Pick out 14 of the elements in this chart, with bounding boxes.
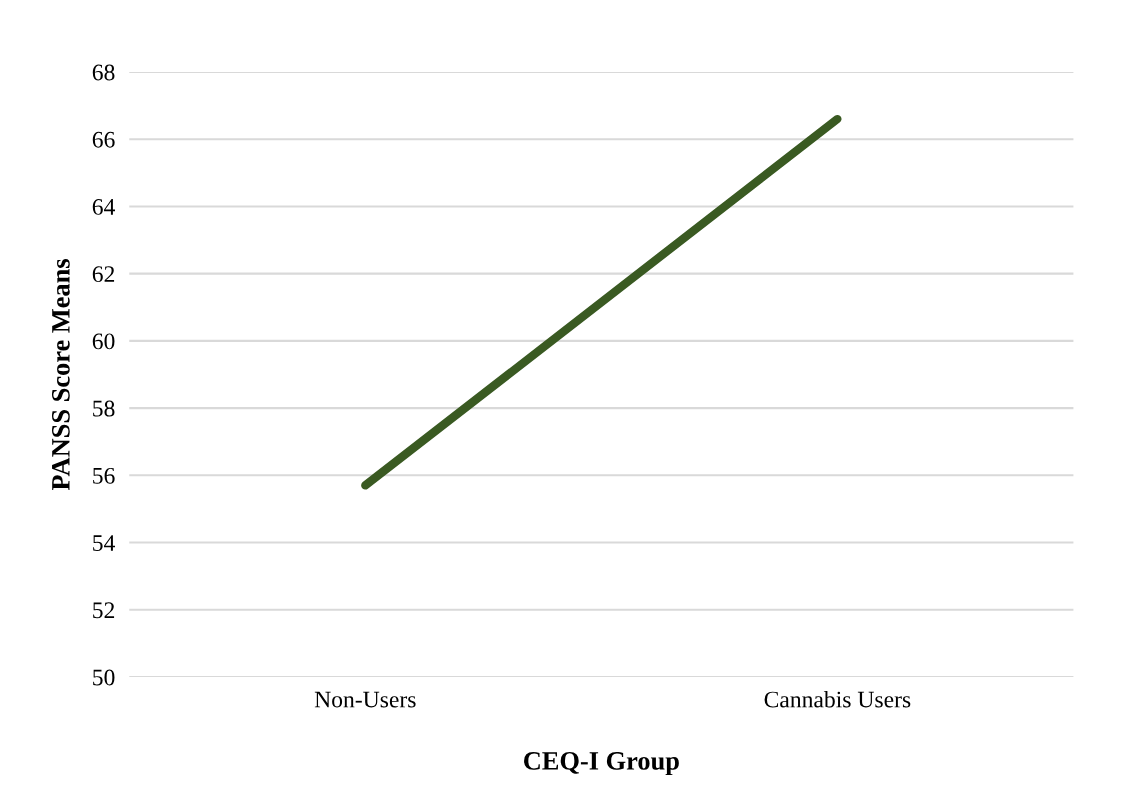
y-tick-label: 50 bbox=[93, 669, 115, 686]
y-tick-label: 64 bbox=[92, 199, 115, 215]
y-tick-label: 66 bbox=[92, 131, 115, 148]
y-tick-label: 54 bbox=[93, 535, 115, 551]
x-tick-label: Cannabis Users bbox=[764, 690, 911, 708]
y-tick-label: 60 bbox=[92, 333, 115, 350]
y-tick-label: 58 bbox=[93, 400, 115, 417]
x-axis-title: CEQ-I Group bbox=[524, 752, 679, 776]
y-tick-label: 52 bbox=[93, 602, 115, 619]
x-tick-label: Non-Users bbox=[314, 691, 416, 708]
y-tick-label: 62 bbox=[92, 266, 115, 283]
y-tick-label: 68 bbox=[92, 64, 115, 81]
y-tick-label: 56 bbox=[93, 467, 115, 484]
y-axis-title: PANSS Score Means bbox=[52, 259, 70, 491]
